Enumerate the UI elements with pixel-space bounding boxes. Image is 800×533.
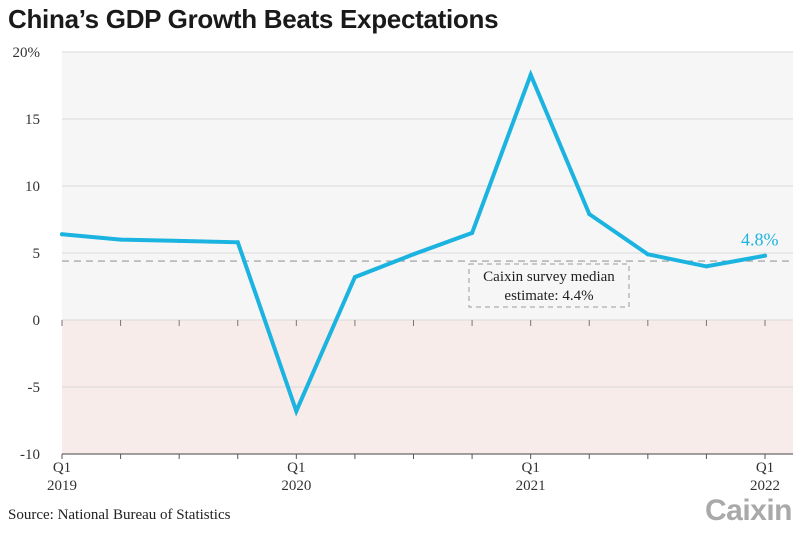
data-point	[118, 237, 123, 242]
data-point	[704, 264, 709, 269]
y-tick-label: -5	[28, 380, 41, 396]
data-point	[60, 232, 64, 237]
y-tick-label: -10	[20, 447, 40, 463]
y-tick-label: 10	[25, 179, 40, 195]
data-points	[60, 72, 767, 414]
data-point	[352, 275, 357, 280]
x-tick-quarter-label: Q1	[53, 460, 71, 476]
reference-annotation-line2: estimate: 4.4%	[504, 288, 593, 304]
x-tick-year-label: 2020	[281, 478, 311, 494]
data-point	[235, 240, 240, 245]
gridlines	[62, 51, 793, 455]
last-value-label: 4.8%	[741, 230, 779, 250]
x-tick-year-label: 2019	[47, 478, 77, 494]
reference-annotation: Caixin survey median estimate: 4.4%	[468, 263, 630, 308]
source-note: Source: National Bureau of Statistics	[8, 507, 231, 523]
x-tick-quarter-label: Q1	[287, 460, 305, 476]
reference-annotation-box	[468, 263, 630, 308]
y-tick-label: 0	[33, 313, 41, 329]
x-tick-quarter-label: Q1	[756, 460, 774, 476]
data-point	[763, 253, 767, 258]
y-tick-label: 5	[33, 246, 41, 262]
data-point	[470, 230, 475, 235]
data-point	[528, 72, 533, 77]
reference-annotation-line1: Caixin survey median	[483, 269, 615, 285]
y-tick-label: 20%	[13, 45, 41, 61]
data-point	[177, 238, 182, 243]
x-tick-year-label: 2021	[516, 478, 546, 494]
x-tick-quarter-label: Q1	[521, 460, 539, 476]
y-axis: 20% 15 10 5 0 -5 -10	[13, 45, 41, 463]
chart-title: China’s GDP Growth Beats Expectations	[8, 4, 499, 34]
x-tick-year-label: 2022	[750, 478, 780, 494]
data-point	[587, 212, 592, 217]
x-axis: Q1 2019 Q1 2020 Q1 2021 Q1 2022	[47, 320, 793, 494]
y-tick-label: 15	[25, 112, 40, 128]
data-point	[411, 252, 416, 257]
data-point	[645, 252, 650, 257]
data-point	[294, 409, 299, 414]
caixin-logo: Caixin	[704, 494, 793, 527]
